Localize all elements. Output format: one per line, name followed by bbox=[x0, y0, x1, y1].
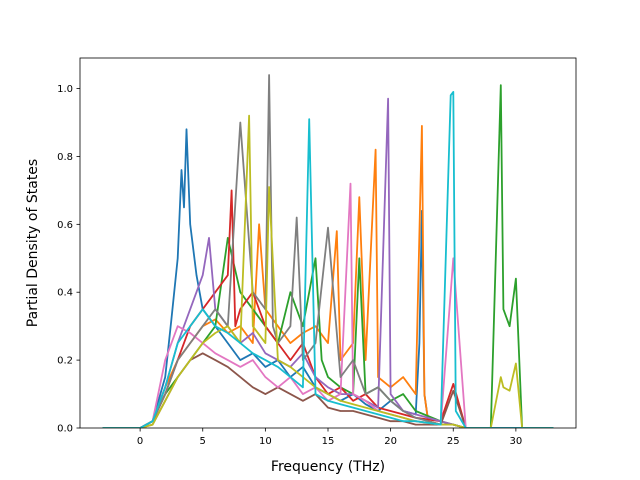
x-tick-label: 25 bbox=[447, 436, 460, 447]
y-axis-label: Partial Density of States bbox=[25, 159, 41, 327]
series-line-10 bbox=[102, 91, 554, 428]
series-line-8 bbox=[102, 74, 554, 428]
y-tick-label: 0.4 bbox=[57, 288, 73, 299]
x-axis-label: Frequency (THz) bbox=[271, 459, 385, 475]
series-layer bbox=[102, 74, 554, 428]
y-tick-label: 0.2 bbox=[57, 356, 73, 367]
x-tick-label: 15 bbox=[322, 436, 335, 447]
series-line-9 bbox=[102, 114, 554, 428]
x-tick-label: 30 bbox=[510, 436, 523, 447]
y-tick-label: 0.8 bbox=[57, 152, 73, 163]
x-tick-label: 0 bbox=[137, 436, 143, 447]
y-tick-label: 0.0 bbox=[57, 424, 73, 435]
x-tick-label: 10 bbox=[259, 436, 272, 447]
x-tick-label: 20 bbox=[384, 436, 397, 447]
y-axis-ticks: 0.0 0.2 0.4 0.6 0.8 1.0 bbox=[57, 84, 80, 435]
x-tick-label: 5 bbox=[200, 436, 206, 447]
y-tick-label: 1.0 bbox=[57, 84, 73, 95]
y-tick-label: 0.6 bbox=[57, 220, 73, 231]
x-axis-ticks: 0 5 10 15 20 25 30 bbox=[137, 428, 522, 447]
